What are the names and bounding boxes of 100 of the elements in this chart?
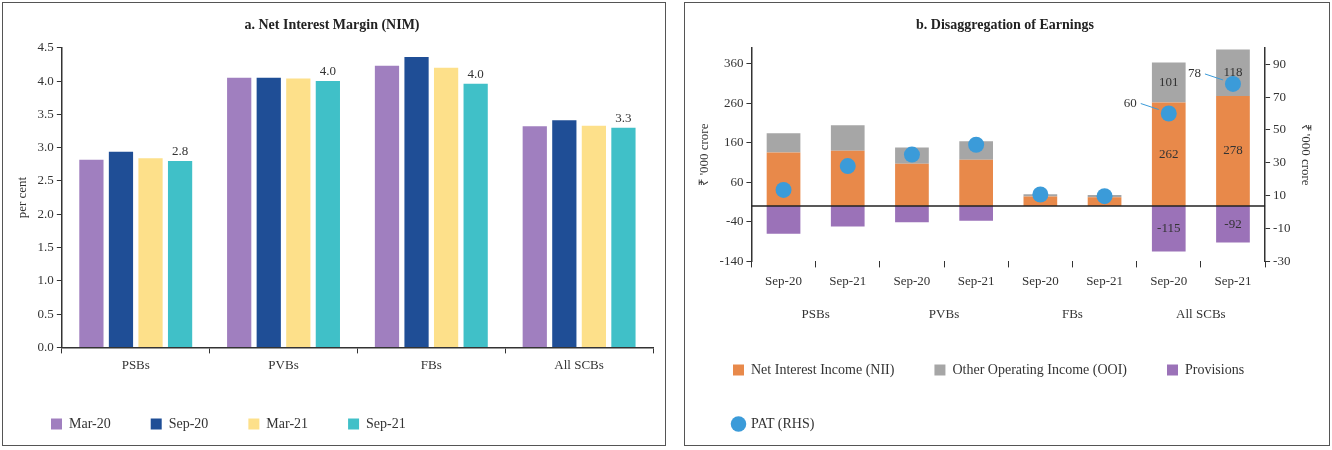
y-tick-label: 160 — [723, 134, 744, 150]
bar — [522, 126, 547, 347]
y-axis-title: ₹ '000 crore — [696, 123, 712, 186]
x-tick-label: All SCBs — [554, 356, 604, 372]
bar — [895, 206, 929, 223]
y-tick-label: 4.0 — [37, 72, 54, 88]
text: All SCBs — [1176, 305, 1226, 321]
bar — [1216, 206, 1250, 243]
data-label: 2.8 — [171, 142, 189, 158]
y-tick-label: -140 — [719, 252, 744, 268]
bar — [138, 158, 163, 347]
y-tick-label: 1.0 — [37, 272, 54, 288]
bar — [108, 151, 134, 347]
y-tick-label: 2.0 — [37, 205, 54, 221]
point — [839, 158, 856, 175]
bar — [1151, 102, 1186, 207]
bar — [1216, 96, 1250, 207]
bar — [552, 120, 577, 347]
x-tick-label: Sep-21 — [957, 272, 995, 288]
bar — [315, 81, 340, 347]
y-tick-label: 360 — [723, 55, 744, 71]
data-label: -115 — [1157, 220, 1181, 236]
bar — [167, 160, 193, 347]
x-tick-label: PSBs — [121, 356, 150, 372]
y-tick-label: 3.0 — [37, 139, 54, 155]
point — [1032, 186, 1049, 203]
legend-label: Provisions — [1184, 361, 1245, 377]
y2-tick-label: 10 — [1273, 187, 1287, 203]
data-label: -92 — [1224, 215, 1242, 231]
bar — [830, 206, 865, 227]
x-tick-label: Sep-20 — [1150, 272, 1188, 288]
data-label: 3.3 — [615, 109, 632, 125]
data-label: 60 — [1123, 94, 1137, 110]
x-tick-label: PVBs — [268, 356, 299, 372]
point — [775, 181, 792, 198]
bar — [463, 83, 488, 347]
y-tick-label: 1.5 — [37, 238, 54, 254]
y-tick-label: -40 — [726, 213, 744, 229]
bar — [959, 206, 993, 221]
bar — [227, 77, 252, 347]
legend-label: Other Operating Income (OOI) — [952, 361, 1128, 378]
bar — [766, 133, 801, 153]
x-tick-label: FBs — [420, 356, 442, 372]
bar — [79, 159, 104, 347]
y2-tick-label: 70 — [1273, 88, 1287, 104]
bar — [433, 67, 459, 347]
legend-label: Net Interest Income (NII) — [751, 361, 895, 378]
data-label: 278 — [1223, 142, 1243, 158]
y2-axis-title: ₹ '000 crore — [1298, 123, 1314, 186]
bar — [286, 78, 311, 347]
y2-tick-label: 90 — [1273, 55, 1287, 71]
y-axis-title: per cent — [14, 176, 30, 219]
chart-title: b. Disaggregation of Earnings — [916, 17, 1095, 33]
text: PSBs — [801, 305, 830, 321]
y-tick-label: 2.5 — [37, 172, 54, 188]
bar — [256, 77, 281, 347]
bar — [1151, 206, 1186, 252]
point — [1224, 75, 1241, 92]
legend-label: Mar-20 — [69, 415, 111, 431]
x-tick-label: Sep-20 — [765, 272, 802, 288]
legend-label: Sep-21 — [366, 415, 406, 431]
data-label: 118 — [1223, 64, 1243, 80]
y2-tick-label: -10 — [1273, 219, 1291, 235]
legend-label: PAT (RHS) — [751, 415, 815, 432]
y-tick-label: 60 — [730, 173, 744, 189]
point — [1160, 105, 1177, 122]
y-tick-label: 4.5 — [37, 39, 54, 55]
x-tick-label: Sep-20 — [893, 272, 931, 288]
text: FBs — [1061, 305, 1083, 321]
bar — [959, 159, 993, 207]
bar — [766, 206, 801, 234]
y-tick-label: 3.5 — [37, 105, 54, 121]
bar — [895, 163, 929, 207]
legend-label: Mar-21 — [266, 415, 309, 431]
chart-title: a. Net Interest Margin (NIM) — [244, 17, 420, 34]
y2-tick-label: -30 — [1273, 252, 1291, 268]
x-tick-label: Sep-20 — [1021, 272, 1059, 288]
data-label: 78 — [1187, 65, 1201, 81]
text: PVBs — [928, 305, 960, 321]
bar — [830, 125, 865, 151]
y-tick-label: 0.0 — [37, 338, 54, 354]
data-label: 262 — [1159, 145, 1179, 161]
data-label: 4.0 — [467, 65, 484, 81]
point — [903, 146, 920, 163]
bar — [1151, 62, 1186, 103]
x-tick-label: Sep-21 — [1214, 272, 1252, 288]
y-tick-label: 0.5 — [37, 305, 54, 321]
x-tick-label: Sep-21 — [1086, 272, 1123, 288]
bar — [374, 65, 400, 347]
data-label: 101 — [1159, 73, 1179, 89]
point — [1096, 188, 1113, 205]
y2-tick-label: 30 — [1273, 154, 1287, 170]
data-label: 4.0 — [319, 63, 336, 79]
bar — [581, 125, 606, 347]
bar — [611, 127, 636, 347]
x-tick-label: Sep-21 — [829, 272, 867, 288]
y-tick-label: 260 — [723, 94, 744, 110]
legend-label: Sep-20 — [168, 415, 209, 431]
y2-tick-label: 50 — [1273, 121, 1287, 137]
bar — [404, 57, 429, 347]
